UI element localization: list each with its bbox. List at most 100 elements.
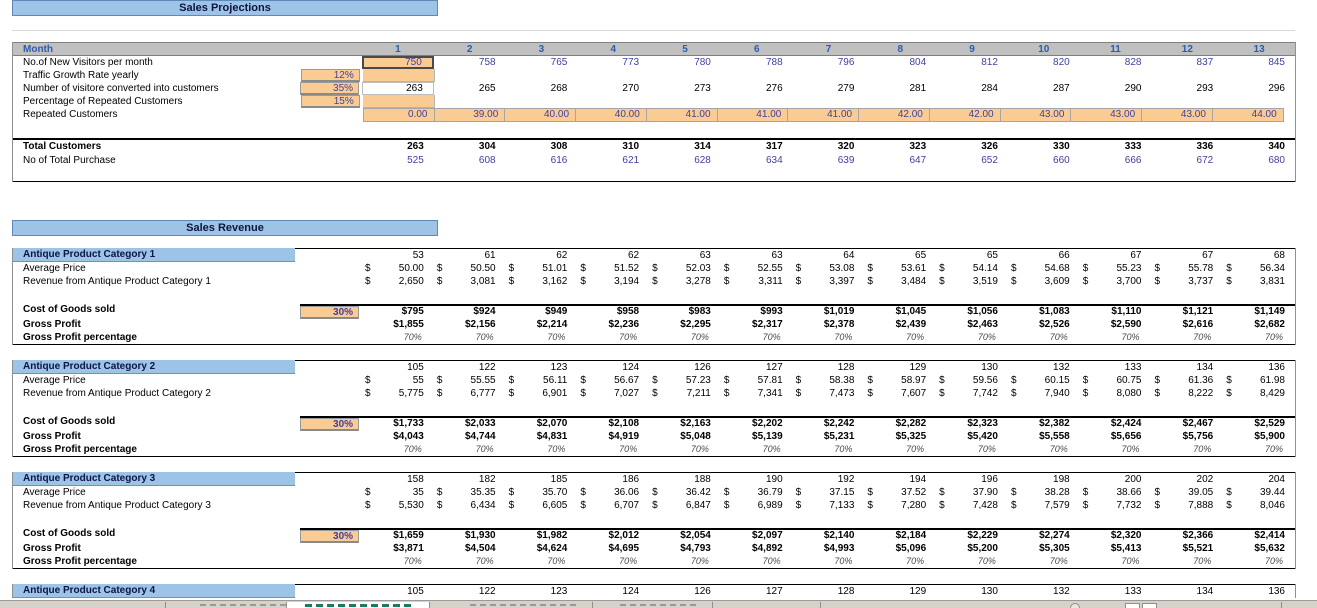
cell[interactable]: 296 (1268, 83, 1285, 94)
repeat-pct-input[interactable]: 15% (300, 95, 360, 108)
cell[interactable]: $38.28 (1010, 487, 1070, 498)
cell[interactable]: 40.00 (575, 108, 647, 122)
cell[interactable]: $6,847 (652, 500, 711, 511)
cell[interactable]: $1,149 (1254, 306, 1285, 317)
cell[interactable]: 198 (1053, 474, 1070, 485)
cell[interactable]: 765 (550, 57, 568, 68)
cell[interactable]: 70% (619, 444, 638, 454)
cell[interactable]: 265 (478, 83, 496, 94)
cell[interactable]: $7,888 (1154, 500, 1214, 511)
cell[interactable]: $3,081 (436, 276, 496, 287)
cell[interactable]: $5,325 (895, 431, 927, 442)
cell[interactable]: $5,413 (1110, 543, 1142, 554)
cell[interactable]: 9 (969, 44, 975, 55)
row-label[interactable]: Gross Profit (23, 319, 81, 330)
row-label[interactable]: Revenue from Antique Product Category 3 (23, 500, 211, 511)
row-label[interactable]: Number of visitore converted into custom… (23, 83, 219, 94)
cell[interactable]: 43.00 (1141, 108, 1213, 122)
cell[interactable]: $37.15 (795, 487, 855, 498)
active-sheet-tab[interactable] (286, 602, 430, 608)
cell[interactable]: 188 (694, 474, 711, 485)
cell[interactable]: $50.50 (436, 263, 496, 274)
cell[interactable]: $3,278 (652, 276, 711, 287)
cell[interactable]: $2,295 (680, 319, 711, 330)
cell[interactable]: 70% (977, 332, 996, 342)
cell[interactable]: $5,200 (967, 543, 998, 554)
cell[interactable]: 2 (466, 44, 473, 55)
cell[interactable]: $60.15 (1010, 375, 1070, 386)
cell[interactable]: 202 (1196, 474, 1214, 485)
cell[interactable]: $53.08 (795, 263, 855, 274)
cell[interactable]: $5,420 (967, 431, 998, 442)
cell[interactable]: 812 (981, 57, 998, 68)
cell[interactable]: 11 (1110, 44, 1121, 55)
category-name[interactable]: Antique Product Category 1 (13, 248, 296, 262)
cell[interactable]: $7,027 (580, 388, 640, 399)
cell[interactable]: $55 (365, 375, 424, 386)
cell[interactable]: $7,211 (652, 388, 711, 399)
cell[interactable]: 639 (837, 155, 855, 166)
cell[interactable]: 123 (550, 586, 568, 597)
cell[interactable]: $7,940 (1010, 388, 1070, 399)
cell[interactable]: 61 (484, 250, 496, 261)
cell[interactable]: 330 (1053, 141, 1070, 152)
cell[interactable]: $58.38 (795, 375, 855, 386)
sheet-tab[interactable] (620, 604, 700, 606)
cell[interactable]: 70% (762, 332, 781, 342)
traffic-growth-input[interactable]: 12% (300, 69, 360, 82)
cell[interactable]: $54.14 (939, 263, 998, 274)
category-name[interactable]: Antique Product Category 3 (13, 472, 296, 486)
cell[interactable]: 130 (981, 586, 998, 597)
cell[interactable]: $61.36 (1154, 375, 1214, 386)
row-label[interactable]: Revenue from Antique Product Category 2 (23, 388, 211, 399)
cell[interactable]: $39.05 (1154, 487, 1214, 498)
cell[interactable]: 317 (765, 141, 783, 152)
cell[interactable]: $5,048 (680, 431, 711, 442)
cell[interactable]: $2,229 (967, 530, 998, 541)
cell[interactable]: $3,831 (1226, 276, 1285, 287)
cell[interactable]: $2,366 (1182, 530, 1214, 541)
cell[interactable]: $5,900 (1254, 431, 1285, 442)
cell[interactable]: 41.00 (787, 108, 860, 122)
cell[interactable]: $6,707 (580, 500, 640, 511)
cell[interactable]: $795 (401, 306, 424, 317)
cell[interactable]: 70% (619, 332, 638, 342)
cell[interactable]: $7,732 (1082, 500, 1142, 511)
cell[interactable]: 796 (837, 57, 855, 68)
cell[interactable]: 70% (1049, 332, 1068, 342)
cell[interactable]: $3,194 (580, 276, 640, 287)
cell[interactable]: 10 (1038, 44, 1050, 55)
cell[interactable]: $2,378 (823, 319, 855, 330)
cell[interactable]: 70% (1193, 332, 1212, 342)
cell[interactable]: $2,236 (608, 319, 640, 330)
cell[interactable]: 62 (556, 250, 568, 261)
cell[interactable]: 126 (694, 586, 711, 597)
row-label[interactable]: Revenue from Antique Product Category 1 (23, 276, 211, 287)
cell[interactable]: $5,632 (1254, 543, 1285, 554)
cell[interactable]: $983 (688, 306, 711, 317)
cell[interactable]: 304 (478, 141, 496, 152)
cell[interactable]: $5,096 (895, 543, 927, 554)
cell[interactable]: $2,439 (895, 319, 927, 330)
cell[interactable]: $2,033 (464, 418, 496, 429)
cell[interactable]: 124 (622, 362, 640, 373)
cell[interactable]: 126 (694, 362, 711, 373)
cogs-pct-input[interactable]: 30% (300, 530, 360, 543)
cell[interactable]: $36.79 (723, 487, 783, 498)
cell[interactable]: 70% (1193, 444, 1212, 454)
cell[interactable]: 127 (765, 362, 783, 373)
cell[interactable]: 672 (1196, 155, 1214, 166)
cell[interactable]: 616 (550, 155, 568, 166)
cell[interactable]: $56.67 (580, 375, 640, 386)
cell[interactable]: $1,056 (967, 306, 998, 317)
cell[interactable]: $56.34 (1226, 263, 1285, 274)
cell[interactable]: $5,231 (823, 431, 855, 442)
cell[interactable]: 750 (362, 56, 434, 69)
cell[interactable]: $2,317 (752, 319, 783, 330)
cell[interactable]: $1,121 (1182, 306, 1214, 317)
empty-input-cell[interactable] (362, 95, 435, 108)
cell[interactable]: 68 (1273, 250, 1285, 261)
cell[interactable]: $2,424 (1110, 418, 1142, 429)
cell[interactable]: $4,043 (393, 431, 424, 442)
cell[interactable]: $3,609 (1010, 276, 1070, 287)
